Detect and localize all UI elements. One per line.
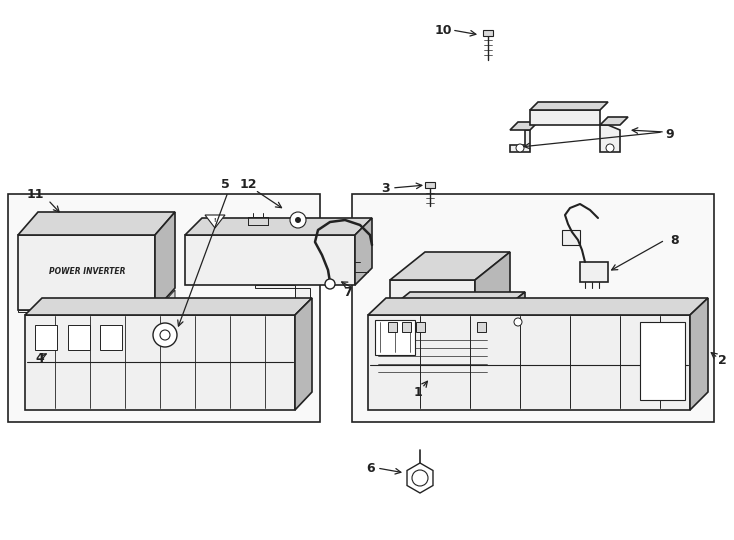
Polygon shape — [205, 215, 225, 228]
Polygon shape — [185, 218, 372, 235]
Bar — [100, 325, 122, 350]
Bar — [425, 182, 435, 188]
Text: 11: 11 — [26, 188, 44, 201]
Circle shape — [325, 279, 335, 289]
Bar — [35, 325, 57, 350]
Bar — [477, 322, 486, 332]
Polygon shape — [18, 212, 175, 235]
Polygon shape — [600, 117, 628, 125]
Bar — [416, 322, 425, 332]
Circle shape — [295, 217, 301, 223]
Polygon shape — [155, 212, 175, 310]
Text: 10: 10 — [435, 24, 452, 37]
Polygon shape — [510, 130, 530, 152]
Polygon shape — [355, 218, 372, 285]
Polygon shape — [600, 125, 620, 152]
Polygon shape — [25, 315, 295, 410]
Polygon shape — [185, 235, 355, 285]
Bar — [352, 194, 714, 422]
Polygon shape — [25, 298, 312, 315]
Circle shape — [606, 144, 614, 152]
Circle shape — [160, 330, 170, 340]
Circle shape — [153, 323, 177, 347]
Text: 1: 1 — [414, 386, 422, 399]
Bar — [483, 30, 493, 36]
Polygon shape — [580, 262, 608, 282]
Polygon shape — [640, 322, 685, 400]
Text: 12: 12 — [239, 179, 257, 192]
Polygon shape — [368, 315, 690, 410]
Circle shape — [290, 212, 306, 228]
Polygon shape — [255, 285, 310, 298]
Polygon shape — [407, 463, 433, 493]
Text: 9: 9 — [665, 129, 674, 141]
Text: 3: 3 — [382, 181, 390, 194]
Text: 8: 8 — [670, 233, 679, 246]
Polygon shape — [295, 298, 312, 410]
Text: 2: 2 — [718, 354, 727, 367]
Circle shape — [412, 470, 428, 486]
Polygon shape — [475, 252, 510, 320]
Polygon shape — [562, 230, 580, 245]
Polygon shape — [530, 110, 600, 125]
Bar — [8, 194, 320, 422]
Polygon shape — [390, 280, 475, 320]
Text: 5: 5 — [221, 179, 229, 192]
Polygon shape — [510, 122, 538, 130]
Polygon shape — [375, 320, 490, 385]
Polygon shape — [18, 235, 155, 310]
Text: 4: 4 — [35, 352, 44, 365]
Polygon shape — [155, 290, 175, 312]
Circle shape — [514, 318, 522, 326]
Polygon shape — [368, 298, 708, 315]
Circle shape — [516, 144, 524, 152]
Text: POWER INVERTER: POWER INVERTER — [48, 267, 126, 276]
Polygon shape — [375, 292, 525, 320]
Bar — [68, 325, 90, 350]
Polygon shape — [530, 102, 608, 110]
Polygon shape — [18, 310, 55, 322]
Text: 6: 6 — [366, 462, 375, 475]
Polygon shape — [690, 298, 708, 410]
Bar — [388, 322, 397, 332]
Polygon shape — [390, 252, 510, 280]
Polygon shape — [490, 292, 525, 385]
Text: 7: 7 — [344, 286, 352, 299]
Text: !: ! — [214, 219, 217, 224]
Bar — [402, 322, 411, 332]
Polygon shape — [375, 320, 415, 355]
